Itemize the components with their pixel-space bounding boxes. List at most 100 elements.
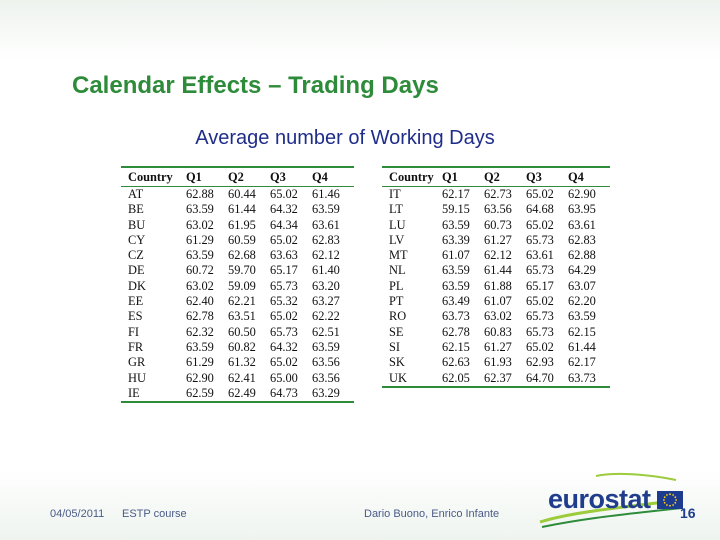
value-cell-q1: 63.59 [186, 248, 214, 263]
value-cell-q3: 65.73 [526, 263, 554, 278]
footer-band [0, 470, 720, 540]
value-cell-q3: 63.63 [270, 248, 298, 263]
value-cell-q3: 65.02 [270, 187, 298, 201]
table-row: HU 62.90 62.41 65.00 63.56 [121, 371, 354, 386]
table-row: SK 62.63 61.93 62.93 62.17 [382, 355, 610, 370]
value-cell-q2: 59.09 [228, 278, 256, 293]
country-cell: LU [389, 217, 406, 232]
value-cell-q1: 62.59 [186, 385, 214, 400]
table-row: LV 63.39 61.27 65.73 62.83 [382, 233, 610, 248]
value-cell-q1: 61.07 [442, 248, 470, 263]
slide-title: Calendar Effects – Trading Days [72, 72, 439, 99]
table-row: CY 61.29 60.59 65.02 62.83 [121, 233, 354, 248]
value-cell-q1: 59.15 [442, 202, 470, 217]
value-cell-q1: 63.59 [442, 263, 470, 278]
value-cell-q2: 60.50 [228, 324, 256, 339]
value-cell-q3: 65.73 [526, 309, 554, 324]
value-cell-q4: 63.59 [568, 309, 596, 324]
table-row: IE 62.59 62.49 64.73 63.29 [121, 385, 354, 403]
value-cell-q1: 63.49 [442, 294, 470, 309]
country-cell: IE [128, 385, 140, 400]
value-cell-q2: 60.44 [228, 187, 256, 201]
value-cell-q4: 62.22 [312, 309, 340, 324]
header-band [0, 0, 720, 60]
country-cell: IT [389, 187, 401, 201]
value-cell-q4: 62.20 [568, 294, 596, 309]
value-cell-q4: 63.27 [312, 294, 340, 309]
value-cell-q4: 62.83 [568, 232, 596, 247]
eurostat-logo: eurostat [548, 484, 651, 514]
country-cell: ES [128, 309, 143, 324]
value-cell-q3: 64.73 [270, 385, 298, 400]
value-cell-q3: 65.73 [526, 324, 554, 339]
country-cell: EE [128, 294, 144, 309]
header-q3: Q3 [270, 170, 286, 184]
page-number: 16 [680, 505, 696, 521]
footer-course: ESTP course [122, 508, 187, 520]
value-cell-q4: 62.88 [568, 248, 596, 263]
country-cell: SE [389, 324, 404, 339]
table-row: FR 63.59 60.82 64.32 63.59 [121, 340, 354, 355]
value-cell-q4: 63.56 [312, 355, 340, 370]
value-cell-q4: 63.59 [312, 202, 340, 217]
table-row: EE 62.40 62.21 65.32 63.27 [121, 294, 354, 309]
value-cell-q2: 60.82 [228, 339, 256, 354]
country-cell: FI [128, 324, 140, 339]
value-cell-q3: 65.73 [526, 232, 554, 247]
table-row: MT 61.07 62.12 63.61 62.88 [382, 248, 610, 263]
table-row: SE 62.78 60.83 65.73 62.15 [382, 325, 610, 340]
country-cell: DE [128, 263, 145, 278]
value-cell-q4: 63.95 [568, 202, 596, 217]
table-row: SI 62.15 61.27 65.02 61.44 [382, 340, 610, 355]
value-cell-q2: 61.88 [484, 278, 512, 293]
table-row: UK 62.05 62.37 64.70 63.73 [382, 371, 610, 387]
value-cell-q2: 59.70 [228, 263, 256, 278]
country-cell: SK [389, 355, 405, 370]
header-q4: Q4 [312, 170, 328, 184]
value-cell-q4: 63.56 [312, 370, 340, 385]
header-q1: Q1 [442, 170, 458, 184]
value-cell-q3: 65.02 [270, 355, 298, 370]
value-cell-q4: 62.51 [312, 324, 340, 339]
country-cell: HU [128, 370, 146, 385]
value-cell-q2: 61.27 [484, 232, 512, 247]
value-cell-q2: 61.27 [484, 339, 512, 354]
value-cell-q1: 62.78 [442, 324, 470, 339]
value-cell-q1: 62.90 [186, 370, 214, 385]
value-cell-q1: 63.73 [442, 309, 470, 324]
country-cell: BE [128, 202, 144, 217]
value-cell-q2: 61.44 [228, 202, 256, 217]
table-row: LU 63.59 60.73 65.02 63.61 [382, 218, 610, 233]
value-cell-q2: 61.44 [484, 263, 512, 278]
country-cell: SI [389, 339, 401, 354]
value-cell-q1: 61.29 [186, 355, 214, 370]
country-cell: RO [389, 309, 407, 324]
value-cell-q2: 62.21 [228, 294, 256, 309]
table-row: NL 63.59 61.44 65.73 64.29 [382, 263, 610, 278]
value-cell-q1: 62.32 [186, 324, 214, 339]
footer-date: 04/05/2011 [50, 508, 105, 520]
value-cell-q3: 64.70 [526, 370, 554, 385]
value-cell-q4: 62.83 [312, 232, 340, 247]
value-cell-q1: 61.29 [186, 232, 214, 247]
value-cell-q4: 63.61 [568, 217, 596, 232]
value-cell-q3: 64.34 [270, 217, 298, 232]
table-row: LT 59.15 63.56 64.68 63.95 [382, 202, 610, 217]
header-country: Country [389, 170, 434, 184]
value-cell-q4: 63.59 [312, 339, 340, 354]
value-cell-q2: 61.32 [228, 355, 256, 370]
table-row: CZ 63.59 62.68 63.63 62.12 [121, 248, 354, 263]
table-body: AT 62.88 60.44 65.02 61.46 BE 63.59 61.44 64.32 6… [121, 187, 354, 403]
country-cell: GR [128, 355, 146, 370]
working-days-table-left: Country Q1 Q2 Q3 Q4 AT 62.88 60.44 65.02 61.… [121, 166, 354, 403]
value-cell-q2: 63.51 [228, 309, 256, 324]
value-cell-q3: 63.61 [526, 248, 554, 263]
value-cell-q2: 62.49 [228, 385, 256, 400]
value-cell-q3: 65.02 [526, 339, 554, 354]
value-cell-q2: 60.73 [484, 217, 512, 232]
value-cell-q3: 65.02 [526, 187, 554, 201]
table-row: BU 63.02 61.95 64.34 63.61 [121, 218, 354, 233]
value-cell-q4: 63.20 [312, 278, 340, 293]
value-cell-q3: 64.68 [526, 202, 554, 217]
country-cell: NL [389, 263, 406, 278]
